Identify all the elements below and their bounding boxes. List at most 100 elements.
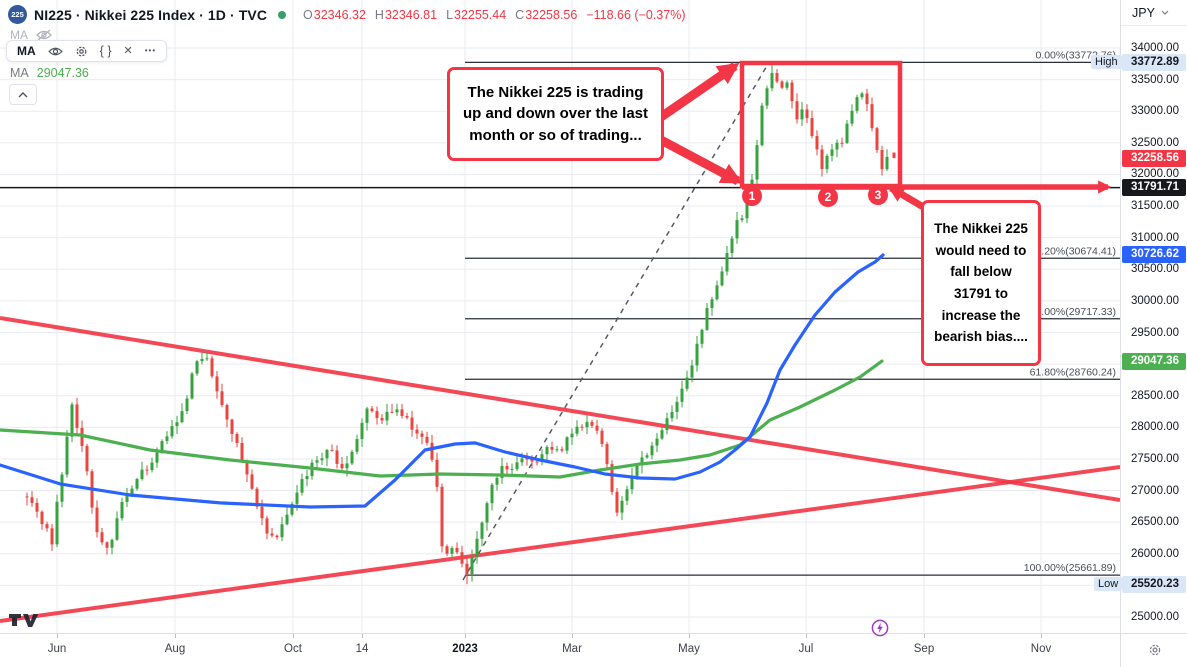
time-tick-mark bbox=[806, 634, 807, 638]
settings-gear-icon[interactable] bbox=[75, 45, 88, 58]
price-tick-label: 31500.00 bbox=[1131, 200, 1179, 213]
time-tick-mark bbox=[465, 634, 466, 638]
fib-level-label: 100.00%(25661.89) bbox=[1024, 562, 1116, 574]
price-badge-low: 25520.23 bbox=[1122, 575, 1186, 593]
annotation-text: The Nikkei 225 is trading up and down ov… bbox=[462, 84, 649, 144]
axis-settings-corner bbox=[1120, 633, 1187, 667]
time-tick-label: Mar bbox=[562, 643, 582, 655]
price-tick-label: 33500.00 bbox=[1131, 73, 1179, 86]
price-badge-ma-green: 29047.36 bbox=[1122, 352, 1186, 370]
time-tick-label: Oct bbox=[284, 643, 302, 655]
price-tick-label: 28000.00 bbox=[1131, 421, 1179, 434]
axis-settings-gear-icon[interactable] bbox=[1148, 643, 1162, 657]
symbol-logo-badge[interactable]: 225 bbox=[8, 5, 27, 24]
price-tick-label: 27500.00 bbox=[1131, 452, 1179, 465]
time-tick-label: 2023 bbox=[452, 643, 478, 655]
time-tick-mark bbox=[57, 634, 58, 638]
annotation-text-box-trading-range[interactable]: The Nikkei 225 is trading up and down ov… bbox=[447, 67, 664, 161]
remove-indicator-icon[interactable]: ✕ bbox=[123, 44, 133, 57]
price-tick-label: 26500.00 bbox=[1131, 516, 1179, 529]
low-range-label: Low bbox=[1094, 577, 1123, 592]
numbered-marker-circle[interactable] bbox=[868, 185, 888, 205]
symbol-header: 225 NI225 · Nikkei 225 Index · 1D · TVC … bbox=[8, 5, 686, 24]
indicator-row-ma[interactable]: MA 29047.36 bbox=[10, 66, 89, 80]
indicator-label: MA bbox=[10, 66, 29, 80]
currency-label: JPY bbox=[1132, 5, 1155, 20]
low-label: L bbox=[446, 7, 454, 22]
red-annotation-arrow[interactable] bbox=[658, 136, 743, 185]
descending-resistance-trendline[interactable] bbox=[0, 316, 1120, 502]
ma-blue-line[interactable] bbox=[0, 253, 885, 509]
chevron-up-icon bbox=[18, 91, 28, 97]
red-annotation-arrow[interactable] bbox=[887, 184, 927, 212]
fib-level-label: 38.20%(30674.41) bbox=[1030, 245, 1116, 257]
time-tick-label: Aug bbox=[164, 643, 186, 655]
close-label: C bbox=[515, 7, 525, 22]
change-readout: −118.66 (−0.37%) bbox=[586, 7, 686, 22]
time-tick-label: Jun bbox=[47, 643, 67, 655]
time-tick-label: Jul bbox=[798, 643, 814, 655]
eye-slash-icon[interactable] bbox=[36, 29, 52, 41]
time-tick-label: 14 bbox=[355, 643, 369, 655]
ma-green-line[interactable] bbox=[0, 359, 884, 479]
collapse-legend-button[interactable] bbox=[9, 84, 37, 105]
price-tick-label: 25000.00 bbox=[1131, 611, 1179, 623]
price-badge-high: 33772.89 bbox=[1122, 53, 1186, 71]
open-value: 32346.32 bbox=[313, 7, 366, 22]
open-label: O bbox=[303, 7, 313, 22]
currency-selector[interactable]: JPY bbox=[1121, 0, 1187, 26]
price-tick-label: 31000.00 bbox=[1131, 231, 1179, 244]
time-tick-label: Nov bbox=[1030, 643, 1052, 655]
red-highlight-rectangle[interactable] bbox=[739, 60, 903, 189]
ohlc-readout: O32346.32 H32346.81 L32255.44 C32258.56 bbox=[303, 8, 577, 22]
time-tick-mark bbox=[1041, 634, 1042, 638]
price-tick-label: 33000.00 bbox=[1131, 105, 1179, 118]
tradingview-logo[interactable] bbox=[8, 611, 42, 629]
flash-events-icon[interactable] bbox=[871, 619, 889, 637]
price-tick-label: 26000.00 bbox=[1131, 547, 1179, 560]
more-options-icon[interactable]: ••• bbox=[144, 46, 157, 55]
market-open-dot-icon bbox=[278, 10, 287, 19]
source-code-icon[interactable]: { } bbox=[99, 43, 112, 58]
indicator-row-hidden-ma[interactable]: MA bbox=[10, 28, 52, 42]
indicator-toolbar: MA { } ✕ ••• bbox=[6, 40, 168, 62]
time-tick-mark bbox=[924, 634, 925, 638]
candlestick-canvas[interactable]: 0.00%(33772.76)38.20%(30674.41)50.00%(29… bbox=[0, 0, 1120, 633]
marker-number: 1 bbox=[749, 189, 756, 203]
fib-level-label: 61.80%(28760.24) bbox=[1030, 366, 1116, 378]
price-badge-ma-blue: 30726.62 bbox=[1122, 246, 1186, 264]
time-tick-label: Sep bbox=[913, 643, 935, 655]
price-tick-label: 30000.00 bbox=[1131, 294, 1179, 307]
numbered-marker-circle[interactable] bbox=[742, 186, 762, 206]
price-badge-horizontal-line: 31791.71 bbox=[1122, 179, 1186, 197]
time-tick-mark bbox=[689, 634, 690, 638]
indicator-value: 29047.36 bbox=[36, 66, 89, 80]
numbered-marker-circle[interactable] bbox=[818, 187, 838, 207]
time-axis[interactable]: Jun Aug Oct 14 2023 Mar May Jul Sep Nov bbox=[0, 633, 1120, 667]
indicator-label: MA bbox=[17, 44, 36, 58]
price-tick-label: 28500.00 bbox=[1131, 389, 1179, 402]
symbol-title[interactable]: NI225 · Nikkei 225 Index · 1D · TVC bbox=[34, 6, 268, 23]
time-tick-mark bbox=[293, 634, 294, 638]
time-tick-mark bbox=[572, 634, 573, 638]
low-value: 32255.44 bbox=[454, 7, 507, 22]
price-tick-label: 32500.00 bbox=[1131, 136, 1179, 149]
price-tick-label: 32000.00 bbox=[1131, 168, 1179, 181]
marker-number: 3 bbox=[875, 188, 882, 202]
close-value: 32258.56 bbox=[525, 7, 578, 22]
price-tick-label: 34000.00 bbox=[1131, 42, 1179, 54]
time-tick-mark bbox=[362, 634, 363, 638]
indicator-label: MA bbox=[10, 28, 28, 42]
ascending-support-trendline[interactable] bbox=[0, 464, 1120, 623]
price-axis[interactable]: JPY 25000.0025500.0026000.0026500.002700… bbox=[1120, 0, 1187, 633]
marker-number: 2 bbox=[825, 190, 832, 204]
price-badge-last-price: 32258.56 bbox=[1122, 149, 1186, 167]
time-tick-mark bbox=[175, 634, 176, 638]
annotation-text-box-bearish-bias[interactable]: The Nikkei 225 would need to fall below … bbox=[921, 200, 1041, 366]
red-annotation-arrow[interactable] bbox=[658, 62, 740, 121]
price-tick-label: 30500.00 bbox=[1131, 263, 1179, 276]
eye-icon[interactable] bbox=[47, 46, 63, 57]
price-chart[interactable]: 0.00%(33772.76) 38.20%(30674.41) 50.00%(29… bbox=[0, 0, 1123, 637]
high-range-label: High bbox=[1091, 55, 1122, 70]
